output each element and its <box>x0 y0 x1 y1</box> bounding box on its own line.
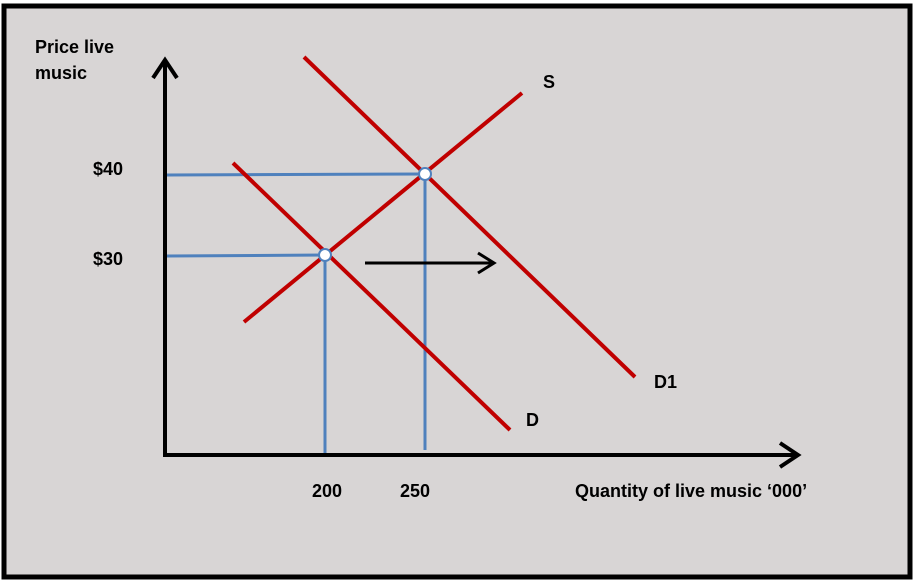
price-label: $40 <box>93 159 124 179</box>
demand-curve <box>231 161 512 432</box>
guide-line <box>166 172 426 177</box>
shift-arrow-head <box>477 251 497 275</box>
frame-border <box>1 3 913 580</box>
y-axis-label: Price live music <box>35 37 115 83</box>
shift-arrow <box>365 251 497 275</box>
curve-label: D1 <box>654 372 678 392</box>
x-axis-label: Quantity of live music ‘000’ <box>575 481 808 501</box>
curve-label: D <box>526 410 539 430</box>
guide-lines <box>166 172 427 455</box>
axes <box>151 56 802 469</box>
quantity-label: 200 <box>312 481 343 501</box>
equilibrium-point <box>318 248 332 262</box>
y-axis-arrow <box>151 56 179 80</box>
equilibrium-point <box>418 167 432 181</box>
supply-curve <box>242 91 524 324</box>
price-label: $30 <box>93 249 124 269</box>
curve-label: S <box>543 72 556 92</box>
quantity-label: 250 <box>400 481 431 501</box>
new-demand-curve <box>302 55 637 379</box>
x-axis-arrow <box>778 441 802 469</box>
curves <box>231 55 637 432</box>
guide-line <box>166 253 326 258</box>
